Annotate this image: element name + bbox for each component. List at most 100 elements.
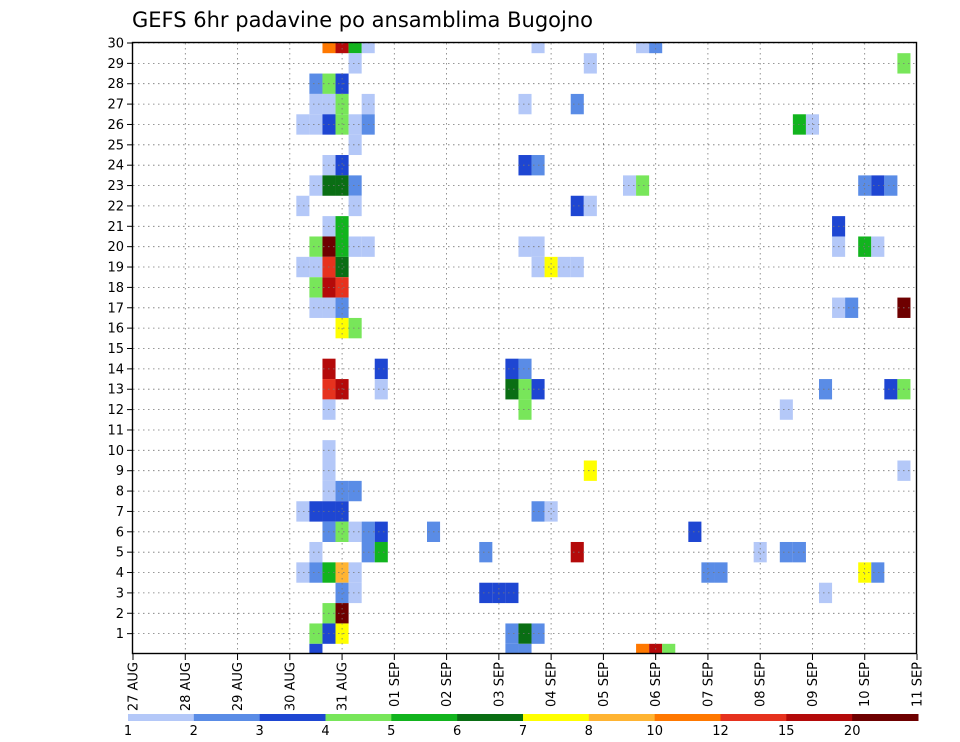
heatmap-cell xyxy=(309,175,323,196)
heatmap-cell xyxy=(335,277,349,298)
heatmap-cell xyxy=(858,236,872,257)
heatmap-cell xyxy=(884,175,898,196)
heatmap-cell xyxy=(623,175,637,196)
heatmap-cell xyxy=(636,43,650,54)
heatmap-cell xyxy=(779,541,793,563)
grid xyxy=(133,42,917,654)
heatmap-cell xyxy=(335,236,349,257)
heatmap-cell xyxy=(348,521,362,542)
heatmap-cell xyxy=(348,53,362,74)
y-tick-label: 13 xyxy=(107,383,124,398)
heatmap-cell xyxy=(505,358,519,380)
colorbar-swatch xyxy=(786,714,853,721)
heatmap-cell xyxy=(335,175,349,196)
colorbar-swatch xyxy=(852,714,919,721)
heatmap-cell xyxy=(335,562,349,583)
colorbar-label: 15 xyxy=(778,724,795,739)
colorbar-label: 8 xyxy=(585,724,593,739)
x-tick-label: 01 SEP xyxy=(388,662,403,707)
heatmap-cell xyxy=(636,643,650,654)
heatmap-cell xyxy=(479,541,493,563)
y-tick-label: 20 xyxy=(107,240,124,255)
y-tick-label: 7 xyxy=(116,505,124,520)
y-tick-label: 3 xyxy=(116,586,124,601)
y-tick-label: 22 xyxy=(107,199,124,214)
heatmap-cell xyxy=(335,480,349,502)
y-tick-label: 2 xyxy=(116,607,124,622)
heatmap-cell xyxy=(374,541,388,563)
y-tick-label: 27 xyxy=(107,98,124,113)
colorbar-swatch xyxy=(523,714,590,721)
heatmap-cell xyxy=(518,236,532,257)
heatmap-cell xyxy=(884,379,898,400)
heatmap-cell xyxy=(374,521,388,542)
heatmap-cell xyxy=(296,195,310,217)
y-tick-label: 12 xyxy=(107,403,124,418)
y-tick-label: 18 xyxy=(107,281,124,296)
y-tick-label: 23 xyxy=(107,179,124,194)
x-tick-label: 11 SEP xyxy=(911,662,926,707)
heatmap-cell xyxy=(335,582,349,604)
heatmap-cell xyxy=(518,623,532,644)
x-tick-label: 07 SEP xyxy=(701,662,716,707)
heatmap-cell xyxy=(309,541,323,563)
heatmap-cell xyxy=(361,43,375,54)
colorbar-label: 12 xyxy=(712,724,729,739)
y-tick-label: 19 xyxy=(107,261,124,276)
x-tick-label: 31 AUG xyxy=(336,662,351,711)
heatmap-cell xyxy=(309,73,323,94)
colorbar-swatch xyxy=(654,714,721,721)
heatmap-cell xyxy=(309,277,323,298)
heatmap-cell xyxy=(845,297,859,318)
heatmap-cell xyxy=(583,53,597,74)
heatmap-cell xyxy=(309,623,323,644)
heatmap-cell xyxy=(309,236,323,257)
heatmap-cell xyxy=(309,93,323,115)
heatmap-cell xyxy=(348,43,362,54)
heatmap-cell xyxy=(714,562,728,583)
colorbar: 1 2 3 4 5 6 7 8 10 12 15 20 xyxy=(124,714,919,739)
x-tick-label: 28 AUG xyxy=(179,662,194,711)
heatmap-cell xyxy=(570,256,584,278)
y-tick-label: 8 xyxy=(116,485,124,500)
heatmap-cell xyxy=(296,501,310,522)
heatmap-cell xyxy=(309,643,323,654)
colorbar-label: 10 xyxy=(646,724,663,739)
x-tick-label: 03 SEP xyxy=(492,662,507,707)
y-tick-label: 15 xyxy=(107,342,124,357)
heatmap-cell xyxy=(348,134,362,156)
heatmap-cell xyxy=(309,501,323,522)
colorbar-label: 5 xyxy=(387,724,395,739)
y-tick-label: 17 xyxy=(107,301,124,316)
heatmap-cell xyxy=(583,195,597,217)
heatmap-cell xyxy=(335,521,349,542)
heatmap-cell xyxy=(479,582,493,604)
heatmap-cell xyxy=(531,43,545,54)
colorbar-label: 1 xyxy=(124,724,132,739)
y-tick-label: 14 xyxy=(107,362,124,377)
heatmap-cell xyxy=(518,358,532,380)
heatmap-cell xyxy=(505,582,519,604)
heatmap-cell xyxy=(701,562,715,583)
chart-title: GEFS 6hr padavine po ansamblima Bugojno xyxy=(132,8,593,32)
x-tick-label: 05 SEP xyxy=(597,662,612,707)
x-tick-label: 02 SEP xyxy=(440,662,455,707)
heatmap-cell xyxy=(505,623,519,644)
heatmap-cell xyxy=(374,379,388,400)
heatmap-cell xyxy=(348,582,362,604)
heatmap-cells xyxy=(296,43,911,654)
colorbar-swatch xyxy=(259,714,326,721)
heatmap-cell xyxy=(348,562,362,583)
heatmap-cell xyxy=(335,155,349,176)
y-tick-label: 5 xyxy=(116,546,124,561)
heatmap-cell xyxy=(570,541,584,563)
heatmap-cell xyxy=(871,562,885,583)
heatmap-cell xyxy=(662,643,676,654)
y-tick-label: 6 xyxy=(116,525,124,540)
y-tick-label: 24 xyxy=(107,159,124,174)
heatmap-cell xyxy=(348,236,362,257)
y-tick-label: 10 xyxy=(107,444,124,459)
heatmap-cell xyxy=(518,155,532,176)
heatmap-cell xyxy=(570,195,584,217)
heatmap-cell xyxy=(296,562,310,583)
